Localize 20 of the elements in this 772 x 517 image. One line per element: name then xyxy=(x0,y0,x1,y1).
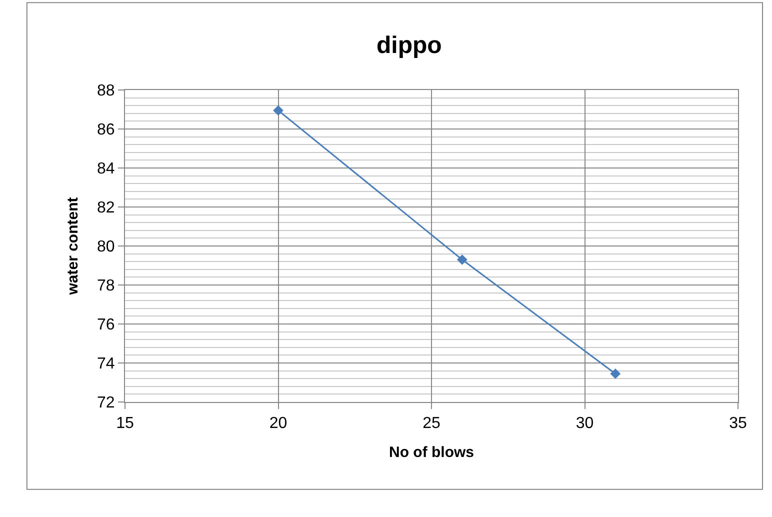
y-tick-label: 72 xyxy=(97,394,115,412)
x-tick-label: 35 xyxy=(729,415,747,432)
point xyxy=(273,105,284,116)
y-tick-label: 86 xyxy=(97,122,115,139)
x-axis-title: No of blows xyxy=(389,444,474,462)
point xyxy=(456,254,468,265)
y-tick-label: 78 xyxy=(97,278,115,295)
x-tick-label: 25 xyxy=(422,415,440,432)
chart-title: dippo xyxy=(376,32,442,59)
y-tick-label: 74 xyxy=(97,356,115,373)
y-tick-label: 88 xyxy=(97,82,115,100)
y-tick-label: 84 xyxy=(97,160,115,178)
x-tick-label: 30 xyxy=(576,415,594,432)
y-axis-title: water content xyxy=(64,197,82,296)
y-tick-label: 80 xyxy=(97,238,115,256)
point xyxy=(610,368,621,379)
y-tick-label: 76 xyxy=(97,316,115,334)
x-tick-label: 20 xyxy=(269,415,288,432)
y-tick-label: 82 xyxy=(97,200,115,217)
x-tick-label: 15 xyxy=(116,415,134,432)
